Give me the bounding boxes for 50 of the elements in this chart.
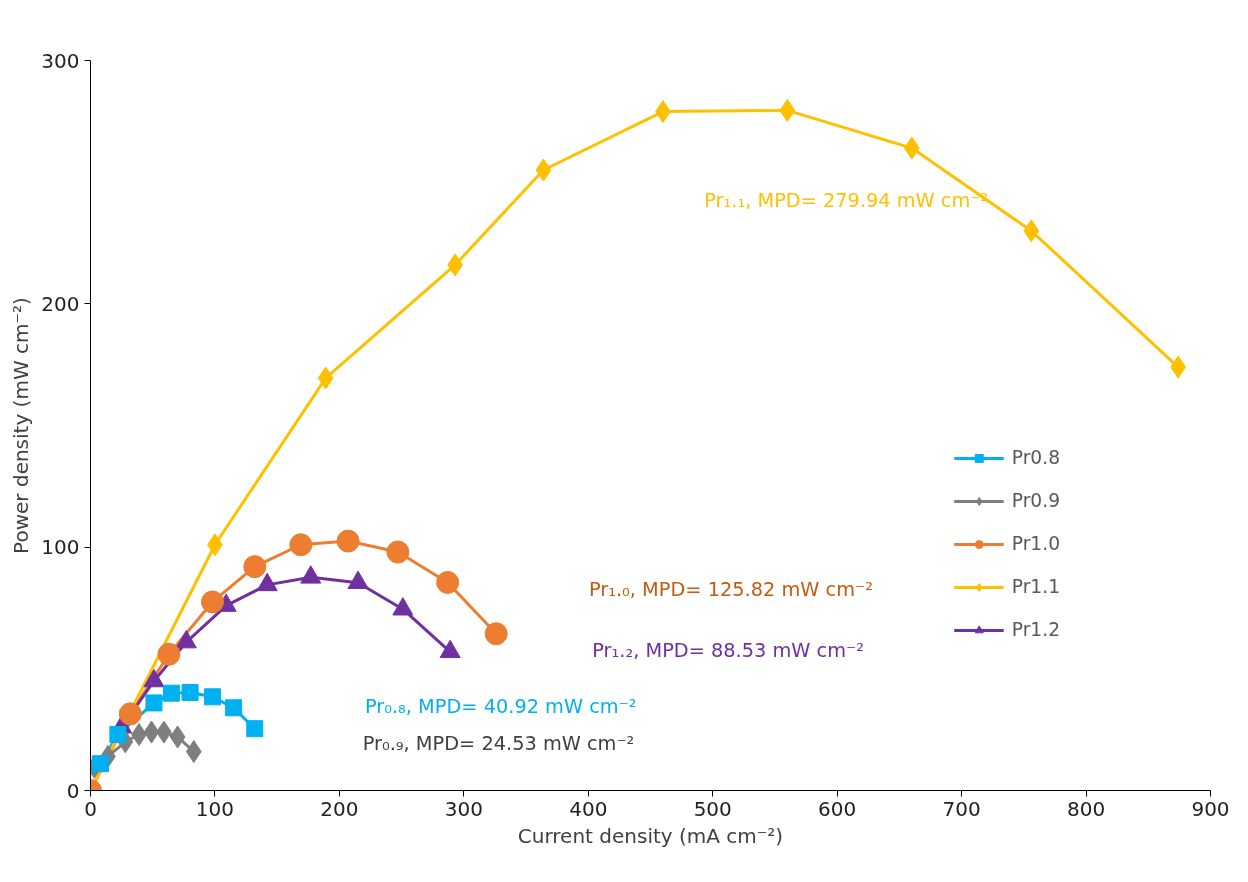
point [169, 725, 186, 749]
point [289, 533, 313, 557]
legend-label: Pr1.2 [1011, 619, 1060, 640]
annotation: Pr₀.₉, MPD= 24.53 mW cm⁻² [362, 731, 635, 755]
y-axis-title: Power density (mW cm⁻²) [9, 297, 34, 554]
point [91, 755, 109, 773]
annotation: Pr₀.₈, MPD= 40.92 mW cm⁻² [364, 695, 637, 719]
point [317, 366, 334, 390]
point [436, 570, 460, 594]
point [779, 98, 796, 122]
point [246, 720, 264, 738]
x-tick-label: 900 [1191, 796, 1230, 821]
point [185, 740, 202, 764]
x-tick-label: 800 [1066, 796, 1106, 821]
point [336, 529, 360, 553]
x-tick-label: 300 [444, 796, 483, 821]
point [386, 540, 410, 564]
legend-label: Pr0.8 [1011, 447, 1060, 468]
point [203, 688, 221, 706]
annotation: Pr₁.₁, MPD= 279.94 mW cm⁻² [704, 189, 989, 213]
y-tick-label: 200 [41, 291, 80, 316]
point [157, 642, 181, 666]
x-tick-label: 0 [84, 796, 97, 821]
point [118, 702, 142, 726]
point [200, 590, 224, 614]
annotation: Pr₁.₀, MPD= 125.82 mW cm⁻² [588, 578, 873, 602]
y-tick-label: 300 [41, 48, 80, 73]
x-tick-label: 600 [818, 796, 857, 821]
x-tick-label: 700 [942, 796, 981, 821]
point [535, 158, 552, 182]
point [109, 726, 127, 744]
legend-label: Pr1.1 [1011, 576, 1060, 597]
x-tick-label: 400 [569, 796, 608, 821]
point [1023, 219, 1040, 243]
point [143, 720, 160, 744]
legend-label: Pr0.9 [1011, 490, 1060, 511]
y-tick-label: 0 [66, 778, 80, 803]
point [484, 622, 508, 646]
annotation: Pr₁.₂, MPD= 88.53 mW cm⁻² [592, 638, 864, 662]
x-tick-label: 500 [693, 796, 732, 821]
x-axis-title: Current density (mA cm⁻²) [517, 823, 784, 848]
x-tick-label: 100 [195, 796, 235, 821]
point [225, 699, 243, 717]
point [162, 684, 180, 702]
point [181, 683, 199, 701]
point [145, 694, 163, 712]
x-tick-label: 200 [320, 796, 359, 821]
y-tick-label: 100 [41, 535, 80, 560]
legend-label: Pr1.0 [1011, 533, 1060, 554]
point [243, 555, 267, 579]
